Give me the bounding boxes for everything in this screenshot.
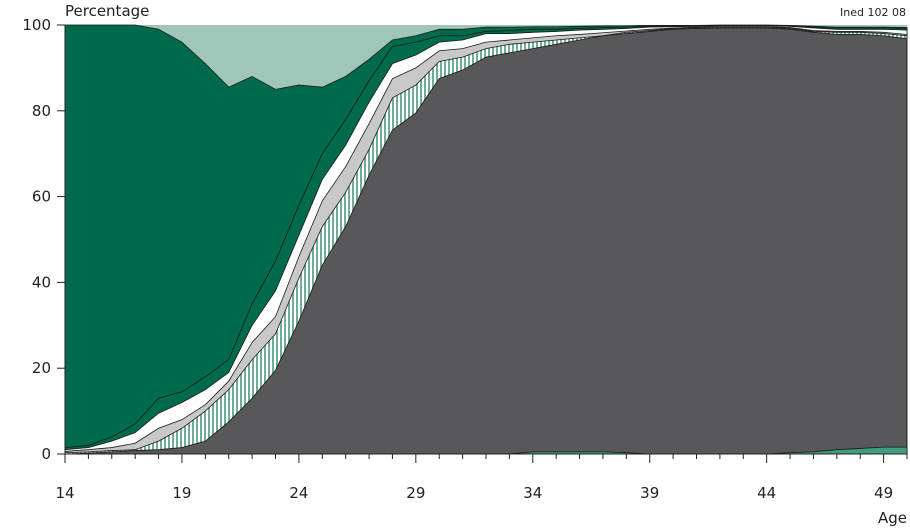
x-tick-label: 34: [523, 484, 542, 502]
x-tick-label: 44: [757, 484, 776, 502]
areas-layer: [64, 24, 908, 455]
x-tick-label: 29: [406, 484, 425, 502]
source-note: Ined 102 08: [840, 6, 906, 19]
x-tick-label: 24: [289, 484, 308, 502]
axes-layer: 0 20 40 60 80 100 14 19 24 29 34 39 44 49: [22, 16, 908, 502]
y-tick-label: 20: [32, 359, 51, 377]
y-tick-label: 0: [41, 445, 51, 463]
x-axis-label: Age: [878, 509, 907, 527]
x-tick-label: 39: [640, 484, 659, 502]
area-band-2: [64, 27, 908, 455]
y-tick-label: 100: [22, 16, 51, 34]
y-tick-label: 40: [32, 273, 51, 291]
y-tick-label: 60: [32, 188, 51, 206]
x-tick-label: 19: [172, 484, 191, 502]
y-axis-label: Percentage: [65, 2, 149, 20]
y-tick-label: 80: [32, 102, 51, 120]
x-tick-label: 14: [55, 484, 74, 502]
x-tick-label: 49: [874, 484, 893, 502]
